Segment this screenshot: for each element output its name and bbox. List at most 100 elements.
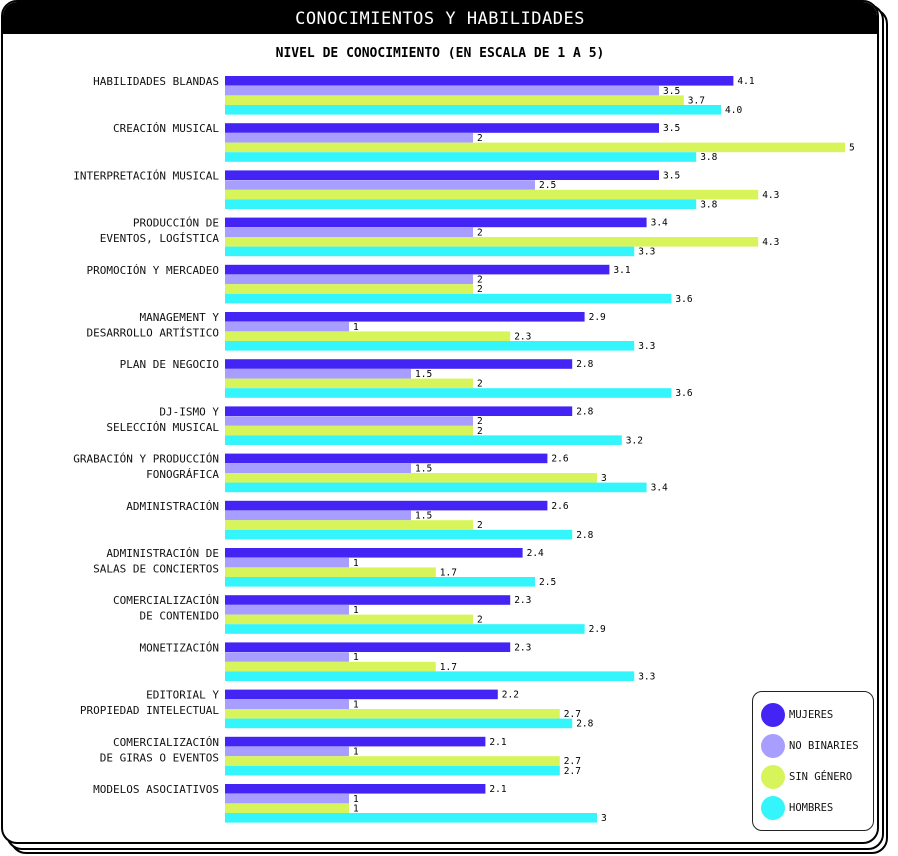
value-label-mujeres: 2.6 xyxy=(551,454,568,465)
value-label-sin-genero: 3 xyxy=(601,473,607,484)
category-label: EVENTOS, LOGÍSTICA xyxy=(100,232,220,245)
category-label: MONETIZACIÓN xyxy=(140,641,219,654)
value-label-sin-genero: 2.7 xyxy=(564,709,581,720)
bar-sin-genero xyxy=(225,284,473,294)
bar-mujeres xyxy=(225,406,573,416)
category-label: DE GIRAS O EVENTOS xyxy=(100,751,219,764)
value-label-no-binaries: 1.5 xyxy=(415,369,432,380)
category-group-creacion-musical: CREACIÓN MUSICAL 3.5 2 5 3.8 xyxy=(113,122,855,163)
bar-hombres xyxy=(225,529,573,540)
bar-sin-genero xyxy=(225,95,684,105)
bar-no-binaries xyxy=(225,652,349,662)
category-group-editorial-y-propiedad-intelectual: EDITORIAL Y PROPIEDAD INTELECTUAL 2.2 1 2.72… xyxy=(80,689,594,730)
bar-no-binaries xyxy=(225,699,349,709)
bar-mujeres xyxy=(225,548,523,558)
value-label-sin-genero: 3.7 xyxy=(688,95,705,106)
value-label-mujeres: 2.2 xyxy=(502,690,519,701)
category-group-produccion-de-eventos-logistica: PRODUCCIÓN DE EVENTOS, LOGÍSTICA 3.4 2 4.3 3.… xyxy=(100,217,780,258)
bar-sin-genero xyxy=(225,378,473,389)
bar-no-binaries xyxy=(225,557,349,568)
category-label: CREACIÓN MUSICAL xyxy=(113,122,219,135)
card-header: CONOCIMIENTOS Y HABILIDADES xyxy=(3,2,877,34)
bar-sin-genero xyxy=(225,803,349,813)
bar-mujeres xyxy=(225,689,498,700)
value-label-mujeres: 3.5 xyxy=(663,123,680,134)
category-label: EDITORIAL Y xyxy=(146,689,219,702)
value-label-hombres: 2.5 xyxy=(539,577,556,588)
bar-hombres xyxy=(225,388,672,398)
bar-no-binaries xyxy=(225,85,659,96)
value-label-no-binaries: 1.5 xyxy=(415,511,432,522)
bar-no-binaries xyxy=(225,133,473,143)
legend-label: HOMBRES xyxy=(789,802,834,814)
category-group-grabacion-y-produccion-fonografica: GRABACIÓN Y PRODUCCIÓN FONOGRÁFICA 2.6 1.5 3… xyxy=(73,453,668,494)
value-label-sin-genero: 1.7 xyxy=(440,567,457,578)
value-label-hombres: 2.9 xyxy=(589,624,606,635)
page-title: CONOCIMIENTOS Y HABILIDADES xyxy=(295,9,585,29)
bar-mujeres xyxy=(225,359,573,369)
value-label-mujeres: 4.1 xyxy=(737,76,754,87)
bar-mujeres xyxy=(225,217,647,228)
bar-no-binaries xyxy=(225,510,411,521)
bar-sin-genero xyxy=(225,473,597,483)
chart-card: CONOCIMIENTOS Y HABILIDADES NIVEL DE CON… xyxy=(1,0,879,844)
value-label-hombres: 2.8 xyxy=(576,719,593,730)
category-label: ADMINISTRACIÓN xyxy=(126,500,219,513)
value-label-no-binaries: 1.5 xyxy=(415,463,432,474)
bar-hombres xyxy=(225,435,622,445)
legend-swatch-no-binaries xyxy=(761,734,785,758)
category-label: MANAGEMENT Y xyxy=(140,311,220,324)
category-label: PROMOCIÓN Y MERCADEO xyxy=(87,264,219,277)
bar-mujeres xyxy=(225,170,659,180)
value-label-mujeres: 3.1 xyxy=(613,265,630,276)
value-label-hombres: 3.3 xyxy=(638,247,655,258)
value-label-hombres: 3.2 xyxy=(626,435,643,446)
value-label-no-binaries: 2.5 xyxy=(539,180,556,191)
value-label-hombres: 3.3 xyxy=(638,671,655,682)
category-label: MODELOS ASOCIATIVOS xyxy=(93,783,219,796)
category-label: SALAS DE CONCIERTOS xyxy=(93,563,219,576)
bar-sin-genero xyxy=(225,567,436,577)
category-group-administracion-de-salas-de-conciertos: ADMINISTRACIÓN DE SALAS DE CONCIERTOS 2.4 1… xyxy=(93,547,556,588)
bar-hombres xyxy=(225,152,697,162)
bar-mujeres xyxy=(225,784,486,794)
category-label: INTERPRETACIÓN MUSICAL xyxy=(73,169,219,182)
legend-item-hombres: HOMBRES xyxy=(761,796,833,820)
value-label-sin-genero: 4.3 xyxy=(762,237,779,248)
legend-item-mujeres: MUJERES xyxy=(761,703,833,727)
category-label: DESARROLLO ARTÍSTICO xyxy=(87,327,219,340)
category-label: PLAN DE NEGOCIO xyxy=(120,358,219,371)
bar-mujeres xyxy=(225,642,511,652)
value-label-sin-genero: 2 xyxy=(477,615,483,626)
bar-no-binaries xyxy=(225,227,473,237)
value-label-hombres: 3.8 xyxy=(700,199,717,210)
value-label-mujeres: 3.5 xyxy=(663,170,680,181)
legend-swatch-mujeres xyxy=(761,703,785,727)
bar-mujeres xyxy=(225,264,610,275)
value-label-sin-genero: 2.7 xyxy=(564,756,581,767)
category-label: SELECCIÓN MUSICAL xyxy=(106,421,219,434)
value-label-hombres: 3.8 xyxy=(700,152,717,163)
bar-mujeres xyxy=(225,736,486,747)
bar-no-binaries xyxy=(225,180,535,190)
legend: MUJERES NO BINARIES SIN GÉNERO HOMBRES xyxy=(752,691,874,831)
value-label-sin-genero: 2 xyxy=(477,520,483,531)
value-label-no-binaries: 1 xyxy=(353,558,359,569)
category-group-comercializacion-de-contenido: COMERCIALIZACIÓN DE CONTENIDO 2.3 1 2 2.9 xyxy=(113,594,606,635)
chart-title: NIVEL DE CONOCIMIENTO (EN ESCALA DE 1 A … xyxy=(275,46,605,61)
value-label-sin-genero: 4.3 xyxy=(762,190,779,201)
bar-hombres xyxy=(225,105,721,115)
value-label-mujeres: 2.8 xyxy=(576,406,593,417)
category-label: DE CONTENIDO xyxy=(140,610,219,623)
category-group-monetizacion: MONETIZACIÓN 2.3 1 1.7 3.3 xyxy=(140,641,656,682)
value-label-mujeres: 2.4 xyxy=(527,548,544,559)
bar-mujeres xyxy=(225,595,511,605)
legend-item-no-binaries: NO BINARIES xyxy=(761,734,859,758)
value-label-no-binaries: 1 xyxy=(353,605,359,616)
value-label-sin-genero: 1.7 xyxy=(440,662,457,673)
category-group-interpretacion-musical: INTERPRETACIÓN MUSICAL 3.5 2.5 4.3 3.8 xyxy=(73,169,779,210)
value-label-mujeres: 2.1 xyxy=(489,737,506,748)
bar-hombres xyxy=(225,718,573,729)
bar-sin-genero xyxy=(225,756,560,766)
bar-sin-genero xyxy=(225,331,511,341)
